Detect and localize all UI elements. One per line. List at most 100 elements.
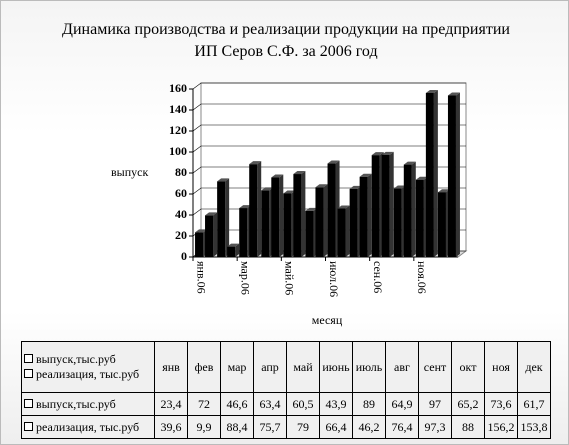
value-cell: 97 (418, 392, 452, 416)
bar-top (359, 173, 372, 177)
bar (327, 163, 336, 257)
value-cell: 46,6 (220, 392, 254, 416)
table-row: выпуск,тыс.руб реализация, тыс.руб янв фев м… (21, 341, 551, 393)
bar-side (411, 161, 416, 257)
column-header: май (286, 341, 320, 393)
y-tick-label: 160 (169, 81, 187, 95)
bar (283, 193, 292, 257)
column-header: июль (352, 341, 386, 393)
bar (293, 174, 302, 257)
bar-top (283, 190, 296, 194)
legend-key (24, 421, 33, 431)
x-tick-label: сен.06 (371, 261, 385, 293)
x-tick-label: янв.06 (194, 261, 208, 294)
value-cell: 60,5 (286, 392, 320, 416)
bar (437, 192, 446, 257)
value-cell: 43,9 (319, 392, 353, 416)
bar-top (261, 187, 274, 191)
y-tick-label: 20 (175, 228, 187, 242)
data-table: выпуск,тыс.руб реализация, тыс.руб янв фев м… (21, 341, 551, 439)
bar-top (239, 205, 252, 209)
value-cell: 9,9 (187, 415, 221, 439)
value-cell: 97,3 (418, 415, 452, 439)
row-header: выпуск,тыс.руб (21, 392, 155, 416)
value-cell: 46,2 (352, 415, 386, 439)
value-cell: 89 (352, 392, 386, 416)
value-cell: 76,4 (385, 415, 419, 439)
x-axis-title: месяц (312, 313, 343, 327)
bar (415, 179, 424, 257)
bar-top (227, 243, 240, 247)
bar-top (403, 161, 416, 165)
column-header: сент (418, 341, 452, 393)
bar-top (315, 184, 328, 188)
bar (195, 232, 204, 257)
bar (349, 188, 358, 257)
value-cell: 75,7 (253, 415, 287, 439)
value-cell: 65,2 (451, 392, 485, 416)
value-cell: 64,9 (385, 392, 419, 416)
column-header: дек (517, 341, 551, 393)
value-cell: 153,8 (517, 415, 551, 439)
bar-side (301, 171, 306, 257)
bar-top (195, 229, 208, 233)
bar-top (205, 212, 218, 216)
x-tick-label: июл.06 (327, 261, 341, 297)
bar-side (433, 89, 438, 258)
bar (393, 188, 402, 257)
column-header: янв (154, 341, 188, 393)
bar (359, 176, 368, 257)
value-cell: 23,4 (154, 392, 188, 416)
bar-side (225, 178, 230, 257)
bar (271, 177, 280, 257)
bar (425, 92, 434, 258)
bar-top (437, 189, 450, 193)
legend-key (24, 369, 33, 378)
value-cell: 79 (286, 415, 320, 439)
bar-side (235, 243, 240, 257)
bar-top (305, 207, 318, 211)
bar-top (371, 152, 384, 156)
value-cell: 63,4 (253, 392, 287, 416)
bar-side (279, 174, 284, 257)
bar-side (323, 184, 328, 257)
bar (315, 187, 324, 257)
legend-label: выпуск,тыс.руб (36, 396, 116, 411)
bar-side (345, 205, 350, 257)
bar-top (447, 92, 460, 96)
bar (261, 190, 270, 257)
bar-top (337, 205, 350, 209)
bar (217, 181, 226, 257)
table-row: реализация, тыс.руб 39,6 9,9 88,4 75,7 79 66,4… (21, 415, 551, 439)
bar-top (381, 151, 394, 155)
value-cell: 72 (187, 392, 221, 416)
y-tick-label: 60 (175, 186, 187, 200)
value-cell: 88,4 (220, 415, 254, 439)
legend: выпуск,тыс.руб реализация, тыс.руб (21, 341, 155, 393)
bar-side (367, 173, 372, 257)
value-cell: 66,4 (319, 415, 353, 439)
value-cell: 88 (451, 415, 485, 439)
bar-top (293, 171, 306, 175)
bar (249, 164, 258, 257)
grid-line (192, 124, 466, 132)
bar-top (217, 178, 230, 182)
column-header: ноя (484, 341, 518, 393)
bar (239, 208, 248, 257)
grid-line (192, 103, 466, 111)
bar-top (349, 185, 362, 189)
grid-line (192, 145, 466, 153)
y-tick-label: 40 (175, 207, 187, 221)
bar (227, 246, 236, 257)
bar (337, 208, 346, 257)
column-header: окт (451, 341, 485, 393)
bar-side (257, 161, 262, 257)
value-cell: 39,6 (154, 415, 188, 439)
bar (205, 215, 214, 257)
bar (381, 154, 390, 257)
legend-key (24, 354, 33, 363)
y-tick-label: 100 (169, 144, 187, 158)
legend-label: выпуск,тыс.руб (36, 352, 116, 366)
table-row: выпуск,тыс.руб 23,4 72 46,6 63,4 60,5 43,9 89 64… (21, 392, 551, 416)
x-tick-label: май.06 (283, 261, 297, 295)
